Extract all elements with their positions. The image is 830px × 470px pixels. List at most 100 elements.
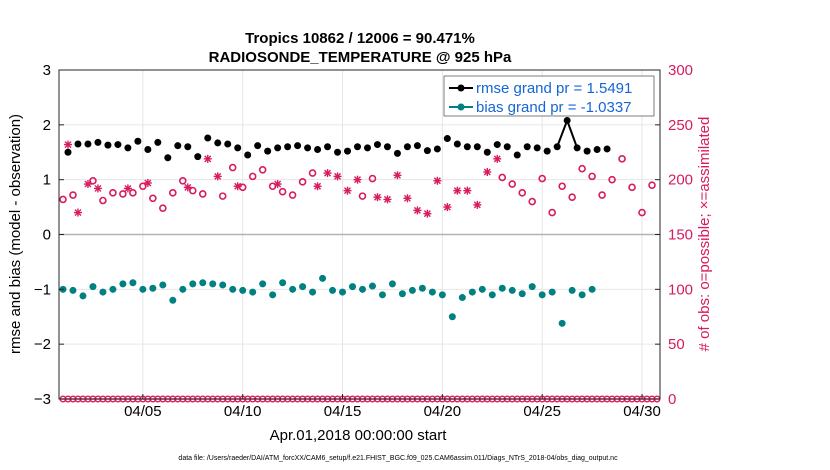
assimilated-stroke <box>214 172 222 180</box>
bias-point <box>179 285 187 293</box>
rmse-point <box>284 143 292 151</box>
rmse-point <box>393 149 401 157</box>
rmse-point <box>344 147 352 155</box>
assimilated-stroke <box>413 206 421 214</box>
assimilated-point <box>123 184 132 193</box>
bias-point <box>488 291 496 299</box>
assimilated-stroke <box>144 179 152 187</box>
assimilated-stroke <box>483 168 491 176</box>
y-tick-label: 0 <box>43 227 51 244</box>
rmse-point <box>553 143 561 151</box>
bias-point <box>578 291 586 299</box>
bias-point <box>249 288 257 296</box>
bias-point <box>478 285 486 293</box>
rmse-point <box>174 142 182 150</box>
bias-point <box>69 286 77 294</box>
assimilated-point <box>323 169 332 178</box>
rmse-point <box>184 143 192 151</box>
bias-point <box>259 280 267 288</box>
bias-point <box>398 290 406 298</box>
bias-point <box>79 292 87 300</box>
rmse-point <box>354 143 362 151</box>
assimilated-point <box>443 203 452 212</box>
assimilated-point <box>393 171 402 180</box>
bias-point <box>219 281 227 289</box>
footnote: data file: /Users/raeder/DAI/ATM_forcXX/… <box>178 455 618 462</box>
possible-point <box>218 192 227 200</box>
rmse-point <box>593 146 601 154</box>
assimilated-point <box>433 176 442 185</box>
y-axis-right: 0 50 100 150 200 250 300 <box>655 62 693 408</box>
rmse-point <box>413 142 421 150</box>
possible-point <box>558 182 566 191</box>
rmse-point <box>154 138 162 146</box>
bias-point <box>149 284 157 292</box>
rmse-point <box>473 143 481 151</box>
assimilated-stroke <box>84 180 92 188</box>
possible-point <box>129 189 137 197</box>
rmse-point <box>214 139 222 147</box>
possible-point <box>159 204 167 212</box>
rmse-point <box>543 147 551 155</box>
possible-point <box>188 186 197 195</box>
y-right-tick-label: 100 <box>668 281 693 298</box>
chart-title: Tropics 10862 / 12006 = 90.471% <box>245 30 475 47</box>
y-right-tick-label: 200 <box>668 172 693 189</box>
bias-point <box>358 285 366 293</box>
x-axis-label: Apr.01,2018 00:00:00 start <box>270 427 448 444</box>
assimilated-point <box>313 182 322 191</box>
bias-series <box>59 274 596 327</box>
assimilated-stroke <box>373 193 381 201</box>
rmse-point <box>443 135 451 143</box>
possible-point <box>528 197 537 206</box>
possible-point <box>178 176 187 185</box>
rmse-point <box>324 143 332 151</box>
possible-point <box>578 164 586 173</box>
possible-point <box>198 190 207 198</box>
rmse-point <box>583 147 591 155</box>
bias-point <box>169 296 177 304</box>
legend: rmse grand pr = 1.5491 bias grand pr = -… <box>443 75 655 117</box>
assimilated-stroke <box>354 176 361 184</box>
assimilated-point <box>413 206 422 215</box>
bias-point <box>438 291 446 299</box>
rmse-point <box>573 144 581 152</box>
bias-point <box>189 280 197 288</box>
rmse-point <box>563 116 571 124</box>
rmse-point <box>463 143 471 151</box>
assimilated-point <box>273 180 282 189</box>
y-axis-left: −3 −2 −1 0 1 2 3 <box>34 62 64 408</box>
assimilated-point <box>213 172 222 181</box>
y-right-tick-label: 300 <box>668 62 693 79</box>
rmse-point <box>244 151 252 159</box>
rmse-point <box>84 140 92 148</box>
rmse-point <box>383 143 391 151</box>
x-tick-label: 04/05 <box>124 403 162 420</box>
assimilated-stroke <box>443 203 451 211</box>
bias-point <box>309 288 317 296</box>
rmse-point <box>433 145 441 153</box>
rmse-point <box>234 144 242 152</box>
bias-point <box>428 288 436 296</box>
bias-point <box>468 288 476 296</box>
possible-point <box>518 189 527 197</box>
chart-subtitle: RADIOSONDE_TEMPERATURE @ 925 hPa <box>209 49 512 66</box>
assimilated-stroke <box>184 183 192 191</box>
assimilated-point <box>73 208 82 217</box>
y-tick-label: −3 <box>34 391 51 408</box>
possible-point <box>278 187 287 196</box>
assimilated-stroke <box>274 180 282 188</box>
assimilated-stroke <box>463 187 471 195</box>
assimilated-stroke <box>403 194 411 202</box>
x-tick-label: 04/25 <box>523 403 561 420</box>
rmse-point <box>144 146 152 154</box>
possible-point <box>498 173 507 182</box>
possible-point <box>89 176 97 185</box>
legend-bias-label: bias grand pr = -1.0337 <box>476 99 632 116</box>
rmse-point <box>294 142 302 150</box>
rmse-point <box>74 140 82 148</box>
bias-point <box>209 280 217 288</box>
assimilated-point <box>333 172 342 181</box>
y-tick-label: 2 <box>43 117 51 134</box>
assimilated-stroke <box>344 187 352 195</box>
